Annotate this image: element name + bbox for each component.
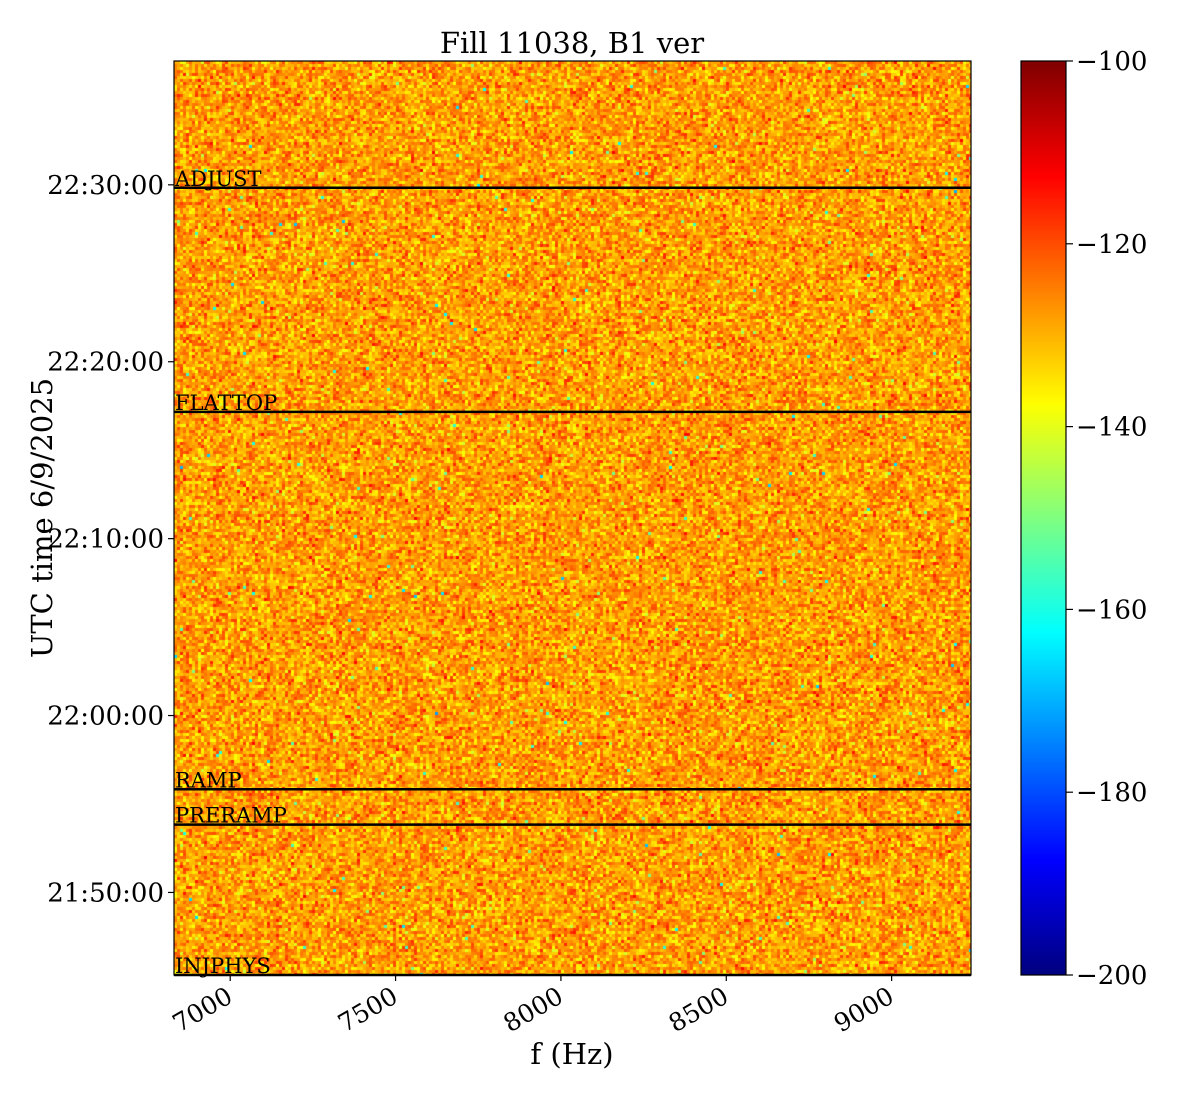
colorbar-tick-label: −140 xyxy=(1076,413,1147,443)
colorbar-frame xyxy=(1020,60,1067,976)
colorbar-tick-label: −120 xyxy=(1076,230,1147,260)
colorbar-gradient xyxy=(1021,61,1066,975)
colorbar-tick-label: −180 xyxy=(1076,778,1147,808)
beam-mode-label-flattop: FLATTOP xyxy=(175,391,277,415)
colorbar-tick-label: −160 xyxy=(1076,595,1147,625)
x-tick-label: 7500 xyxy=(333,981,403,1038)
plot-frame xyxy=(173,60,972,976)
y-axis-ticks: 21:50:00 22:00:00 22:10:00 22:20:00 22:30:00 xyxy=(47,171,174,908)
beam-mode-label-preramp: PRERAMP xyxy=(175,804,287,828)
spectrogram-heatmap xyxy=(174,61,971,975)
x-axis-ticks: 7000 7500 8000 8500 9000 xyxy=(168,975,899,1038)
colorbar-tick-label: −100 xyxy=(1076,47,1147,77)
x-tick-label: 9000 xyxy=(829,981,899,1038)
colorbar-tick-label: −200 xyxy=(1076,961,1147,991)
y-tick-label: 22:20:00 xyxy=(47,348,164,378)
x-tick-label: 8000 xyxy=(498,981,568,1038)
y-axis-label: UTC time 6/9/2025 xyxy=(25,378,59,658)
y-tick-label: 22:00:00 xyxy=(47,702,164,732)
x-axis-label: f (Hz) xyxy=(530,1037,613,1071)
beam-mode-lines: ADJUST FLATTOP RAMP PRERAMP INJPHYS xyxy=(174,167,971,978)
beam-mode-label-adjust: ADJUST xyxy=(174,167,262,191)
y-tick-label: 22:30:00 xyxy=(47,171,164,201)
chart-title: Fill 11038, B1 ver xyxy=(440,26,704,60)
y-tick-label: 22:10:00 xyxy=(47,525,164,555)
beam-mode-label-injphys: INJPHYS xyxy=(175,954,271,978)
x-tick-label: 8500 xyxy=(664,981,734,1038)
colorbar-ticks: −100 −120 −140 −160 −180 −200 xyxy=(1066,47,1147,991)
beam-mode-label-ramp: RAMP xyxy=(175,768,242,792)
y-tick-label: 21:50:00 xyxy=(47,878,164,908)
x-tick-label: 7000 xyxy=(168,981,238,1038)
